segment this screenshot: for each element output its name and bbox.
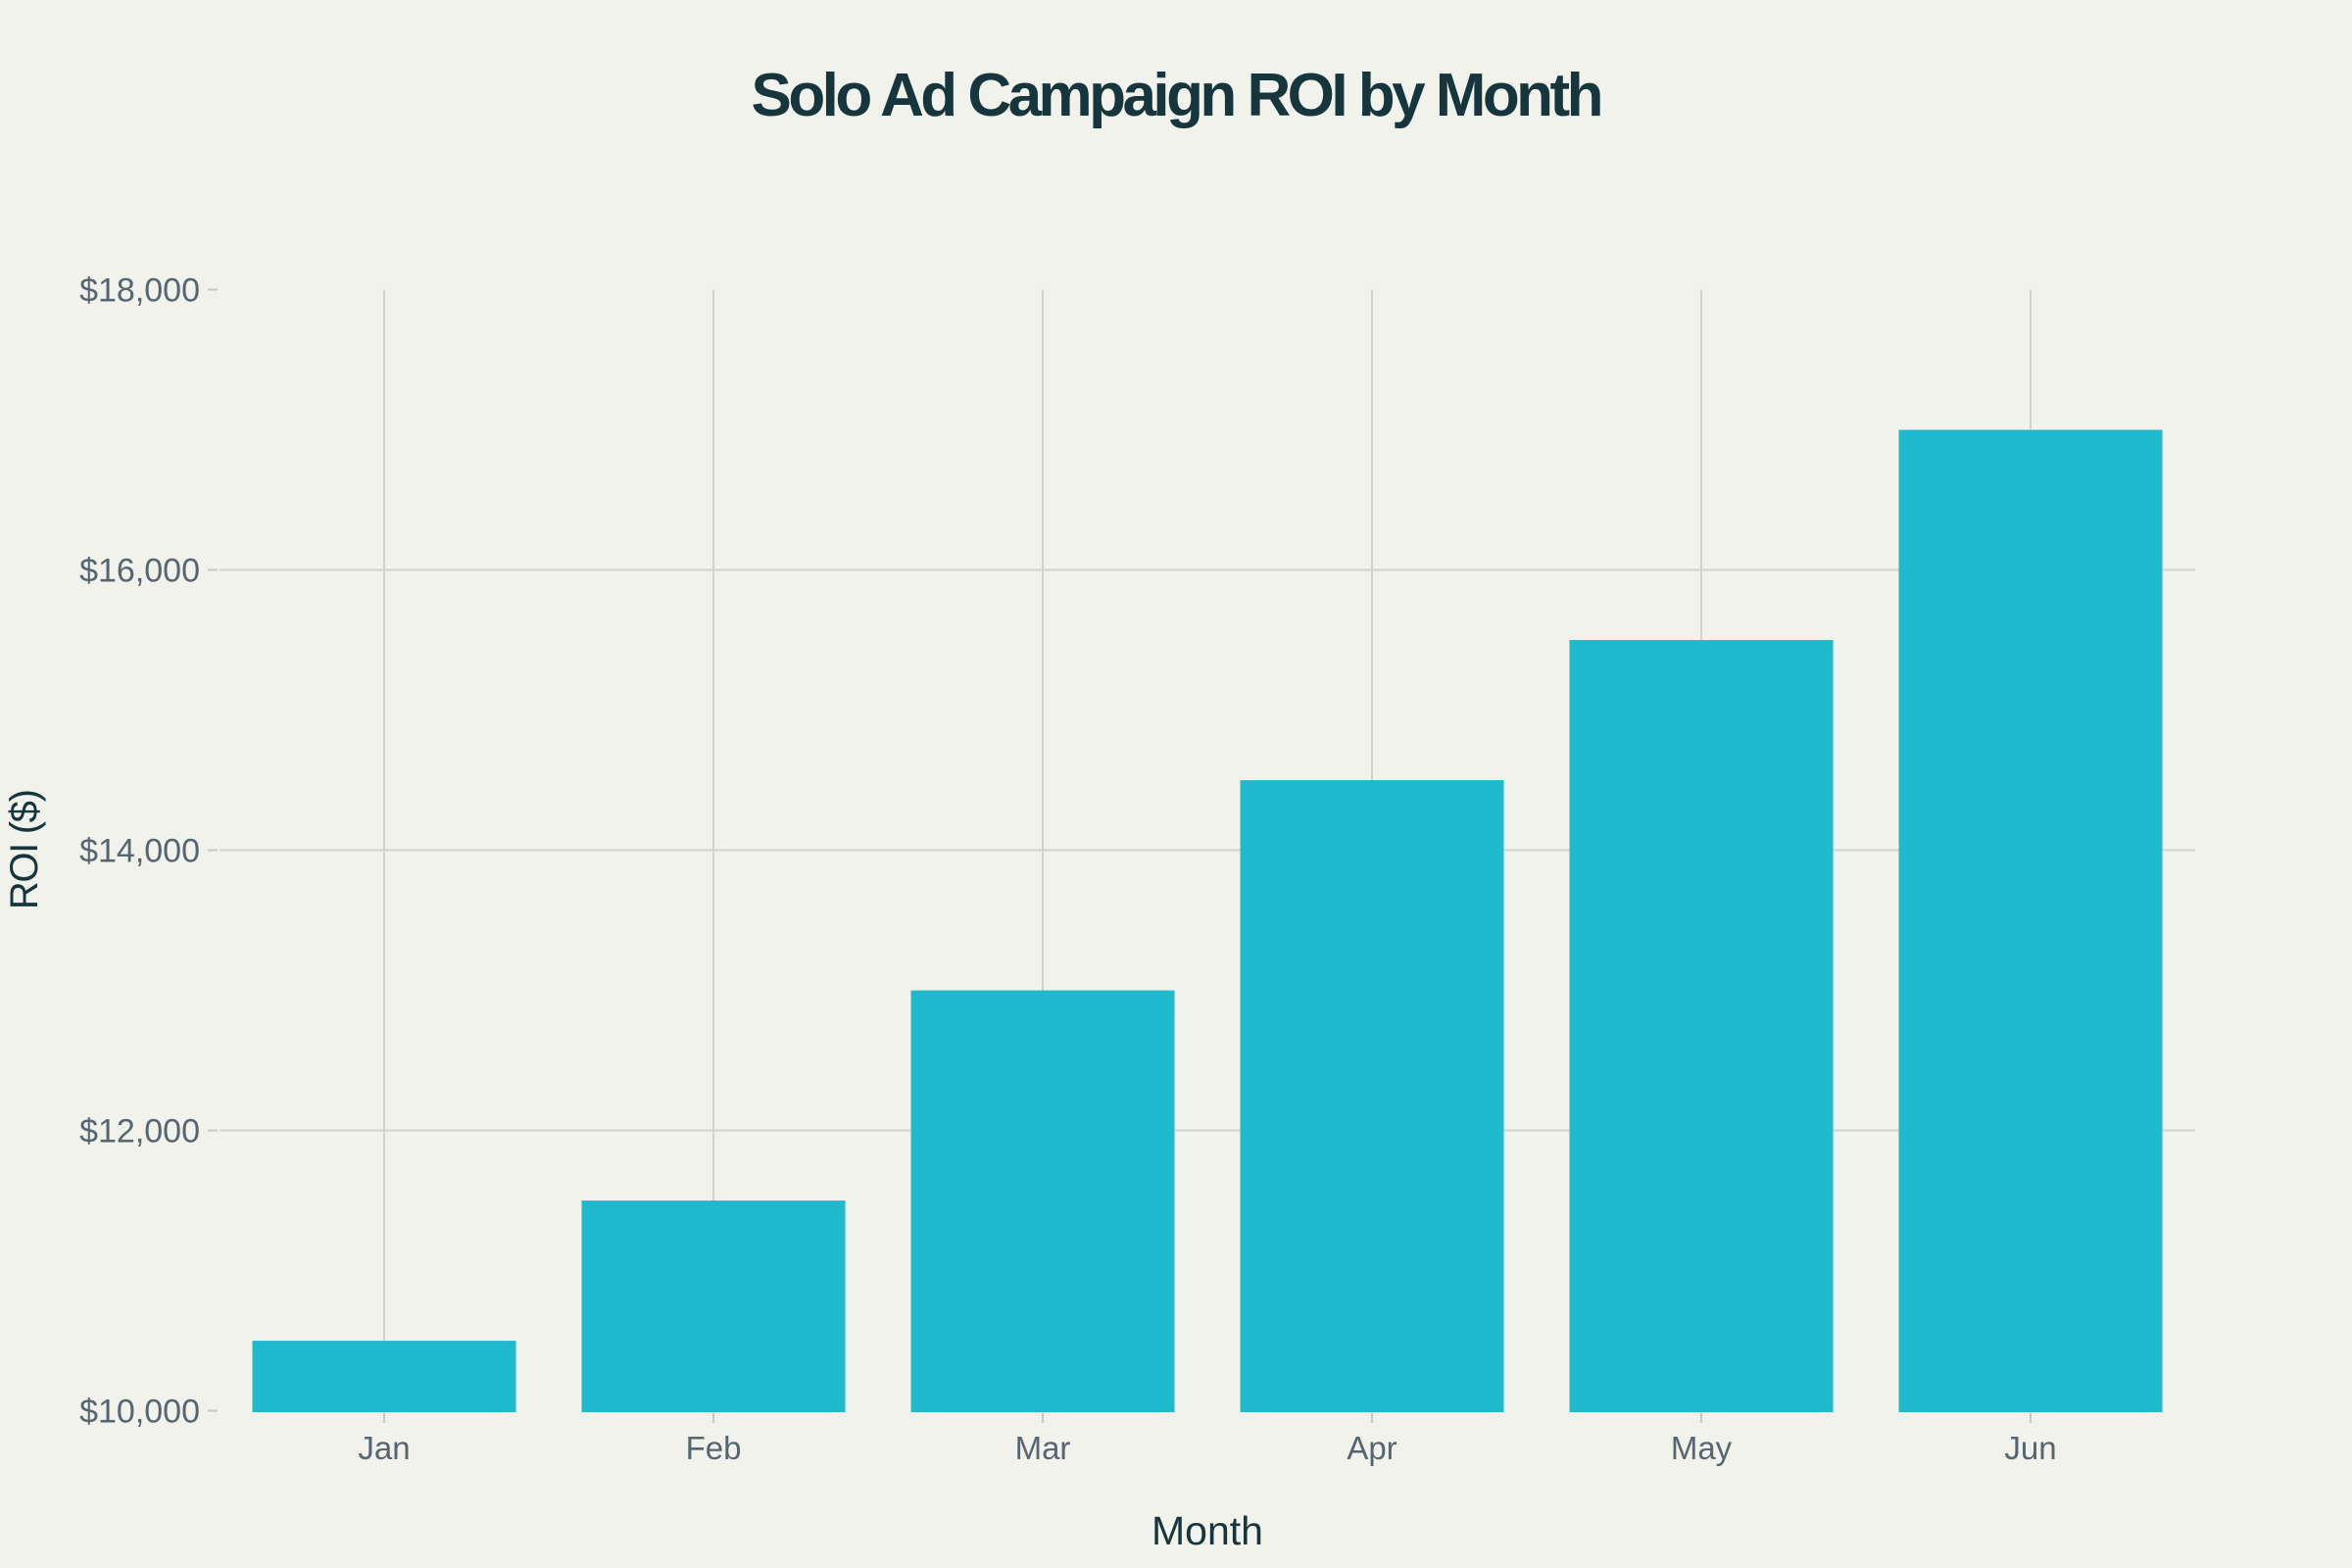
svg-text:$12,000: $12,000	[79, 1113, 200, 1151]
svg-text:Feb: Feb	[686, 1430, 742, 1466]
svg-text:$14,000: $14,000	[79, 833, 200, 870]
svg-text:Month: Month	[1152, 1508, 1263, 1553]
svg-text:Jun: Jun	[2004, 1430, 2056, 1466]
svg-text:$10,000: $10,000	[79, 1394, 200, 1431]
svg-text:Mar: Mar	[1015, 1430, 1071, 1466]
svg-text:$16,000: $16,000	[79, 553, 200, 590]
svg-text:Apr: Apr	[1347, 1430, 1396, 1466]
svg-text:Jan: Jan	[358, 1430, 410, 1466]
svg-text:$18,000: $18,000	[79, 272, 200, 310]
svg-text:ROI ($): ROI ($)	[3, 789, 46, 909]
svg-text:Solo Ad Campaign ROI by Month: Solo Ad Campaign ROI by Month	[752, 62, 1604, 129]
svg-text:May: May	[1671, 1430, 1733, 1466]
